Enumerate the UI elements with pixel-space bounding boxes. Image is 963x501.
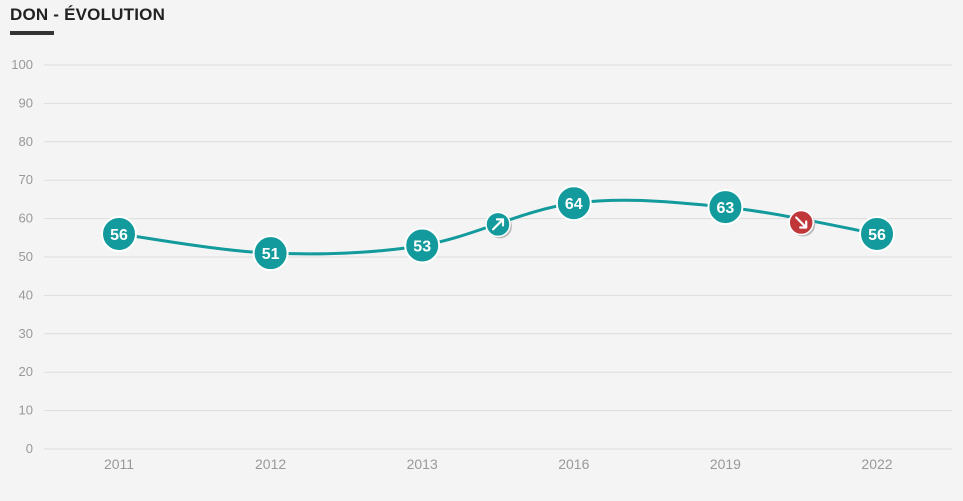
data-point <box>859 215 895 252</box>
data-point <box>555 185 592 222</box>
arrow-down-right-icon <box>788 209 816 237</box>
data-point <box>252 235 289 272</box>
y-tick-label: 90 <box>19 95 33 110</box>
y-tick-label: 30 <box>19 326 33 341</box>
title-underline <box>10 31 54 35</box>
y-tick-label: 10 <box>19 403 33 418</box>
y-tick-label: 0 <box>26 441 33 456</box>
data-label: 64 <box>565 196 583 213</box>
data-label: 56 <box>110 227 128 244</box>
x-tick-label: 2019 <box>710 456 741 472</box>
data-point <box>404 227 441 264</box>
y-tick-label: 40 <box>19 287 33 302</box>
y-tick-label: 70 <box>19 172 33 187</box>
chart-title: DON - ÉVOLUTION <box>10 5 166 24</box>
x-tick-label: 2016 <box>558 456 589 472</box>
y-tick-label: 20 <box>19 364 33 379</box>
x-tick-label: 2012 <box>255 456 286 472</box>
y-tick-label: 60 <box>19 211 33 226</box>
y-tick-label: 50 <box>19 249 33 264</box>
x-tick-label: 2011 <box>104 456 134 472</box>
data-label: 56 <box>868 227 886 244</box>
x-tick-label: 2013 <box>407 456 438 472</box>
x-tick-label: 2022 <box>861 456 892 472</box>
data-label: 63 <box>717 200 735 217</box>
arrow-up-right-icon <box>485 211 512 239</box>
y-tick-label: 80 <box>19 134 33 149</box>
marker-arrow <box>795 216 808 229</box>
data-point <box>707 189 744 226</box>
data-point <box>101 215 137 252</box>
marker-arrow <box>491 218 505 231</box>
data-label: 51 <box>262 246 280 263</box>
y-tick-label: 100 <box>11 57 33 72</box>
data-label: 53 <box>413 238 431 255</box>
